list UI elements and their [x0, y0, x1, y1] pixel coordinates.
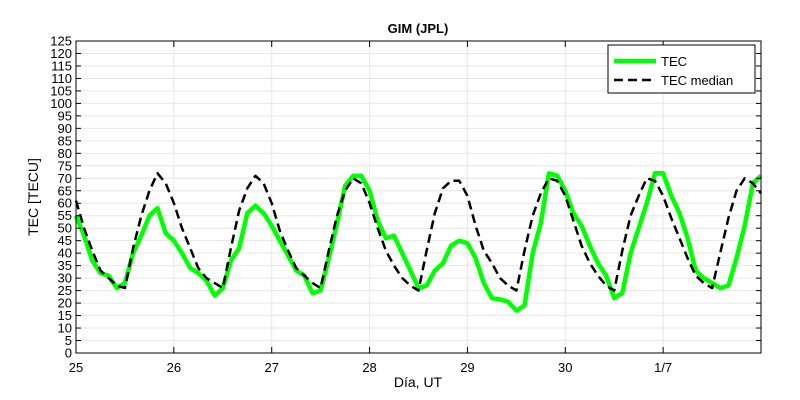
- chart-title: GIM (JPL): [388, 21, 449, 36]
- y-tick-label: 30: [58, 271, 72, 286]
- x-tick-label: 27: [264, 360, 278, 375]
- y-tick-label: 120: [50, 46, 72, 61]
- x-tick-label: 30: [558, 360, 572, 375]
- y-tick-label: 125: [50, 34, 72, 49]
- y-tick-label: 80: [58, 146, 72, 161]
- x-axis-title: Día, UT: [394, 374, 443, 390]
- y-tick-label: 65: [58, 183, 72, 198]
- axis-ticks: 0510152025303540455055606570758085909510…: [50, 34, 761, 375]
- y-tick-label: 55: [58, 208, 72, 223]
- x-tick-label: 1/7: [654, 360, 672, 375]
- y-tick-label: 110: [51, 71, 72, 86]
- y-tick-label: 5: [65, 333, 72, 348]
- y-tick-label: 90: [58, 121, 72, 136]
- y-tick-label: 20: [58, 296, 72, 311]
- y-tick-label: 40: [58, 246, 72, 261]
- y-tick-label: 95: [58, 108, 72, 123]
- y-tick-label: 25: [58, 283, 72, 298]
- tec-series-line: [73, 171, 763, 313]
- x-tick-label: 25: [69, 360, 83, 375]
- y-tick-label: 10: [58, 321, 72, 336]
- y-tick-label: 35: [58, 258, 72, 273]
- legend-label-tec-median: TEC median: [661, 73, 733, 88]
- legend-box: [607, 44, 756, 94]
- y-tick-label: 115: [51, 58, 72, 73]
- y-tick-label: 70: [58, 171, 72, 186]
- y-tick-label: 85: [58, 133, 72, 148]
- y-tick-label: 50: [58, 221, 72, 236]
- y-tick-label: 105: [50, 83, 72, 98]
- y-tick-label: 60: [58, 196, 72, 211]
- y-tick-label: 0: [65, 346, 72, 361]
- y-tick-label: 45: [58, 233, 72, 248]
- y-tick-label: 15: [58, 308, 72, 323]
- y-axis-title: TEC [TECU]: [25, 158, 41, 236]
- plot-frame: [75, 40, 762, 354]
- x-tick-label: 29: [460, 360, 474, 375]
- y-tick-label: 75: [58, 158, 72, 173]
- legend: TEC TEC median: [607, 44, 756, 94]
- tec-median-series-line: [74, 172, 762, 292]
- x-tick-label: 28: [362, 360, 376, 375]
- legend-label-tec: TEC: [661, 54, 687, 69]
- series-group: [73, 171, 763, 313]
- y-tick-label: 100: [50, 96, 72, 111]
- x-tick-label: 26: [167, 360, 181, 375]
